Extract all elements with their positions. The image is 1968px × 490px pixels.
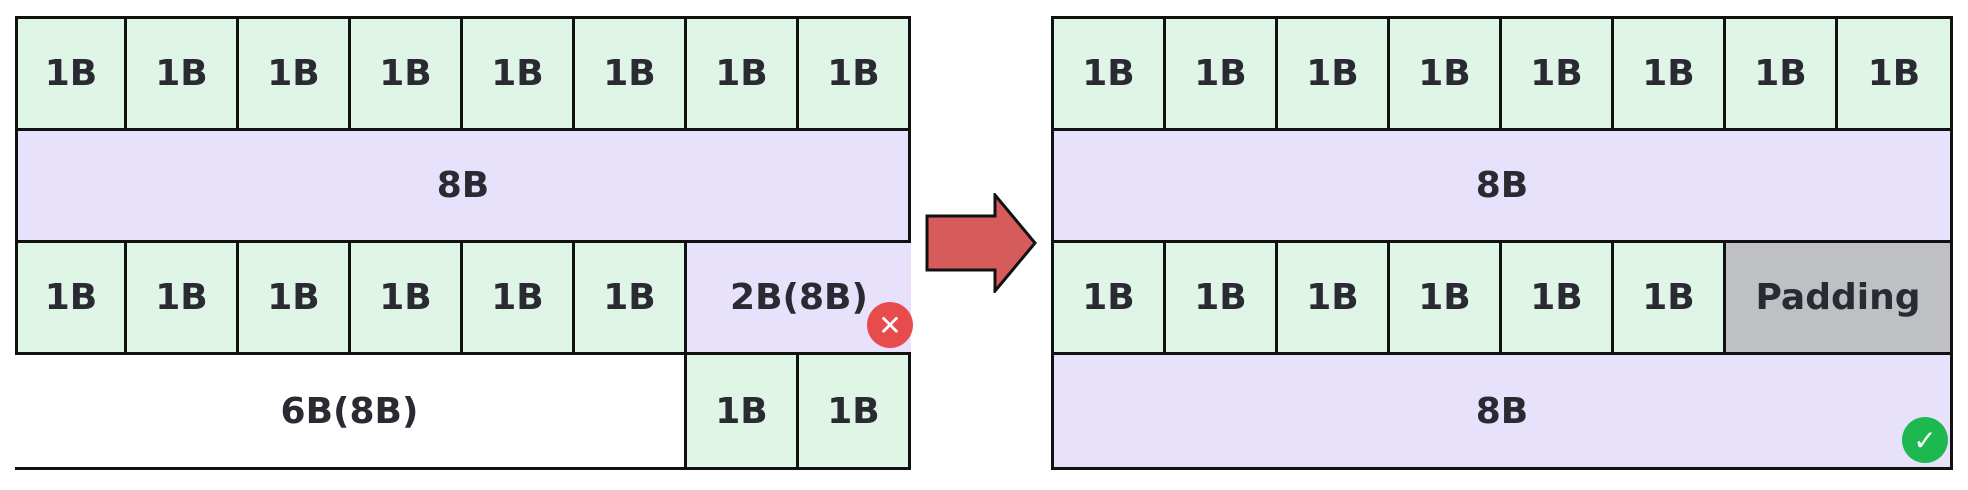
byte-cell: 1B [127,243,239,355]
byte-cell: 1B [1390,243,1502,355]
byte-cell: 1B [463,19,575,131]
byte-cell: 1B [1390,19,1502,131]
byte-cell: 1B [1726,19,1838,131]
byte-cell: 1B [127,19,239,131]
byte-cell: 1B [1278,19,1390,131]
split-word-label: 2B(8B) [730,277,868,318]
word-label: 8B [1476,391,1529,432]
byte-cell: 1B [351,243,463,355]
byte-cell: 1B [1278,243,1390,355]
word-cell: 8B [1054,131,1950,243]
word-cell: 8B ✓ [1054,355,1950,467]
aligned-layout: 1B 1B 1B 1B 1B 1B 1B 1B 8B 1B 1B 1B 1B 1… [1051,16,1953,470]
padding-cell: Padding [1726,243,1950,355]
x-icon: ✕ [867,302,913,348]
word-cell: 8B [15,131,911,243]
byte-cell: 1B [799,355,911,467]
arrow-right-icon [925,193,1037,293]
byte-cell: 1B [575,243,687,355]
split-word-cell: 2B(8B) ✕ [687,243,911,355]
byte-cell: 1B [1614,19,1726,131]
byte-cell: 1B [687,19,799,131]
byte-cell: 1B [687,355,799,467]
check-icon: ✓ [1902,417,1948,463]
byte-cell: 1B [1502,19,1614,131]
byte-cell: 1B [463,243,575,355]
misaligned-layout: 1B 1B 1B 1B 1B 1B 1B 1B 8B 1B 1B 1B 1B 1… [15,16,911,470]
byte-cell: 1B [799,19,911,131]
byte-cell: 1B [1054,19,1166,131]
byte-cell: 1B [15,19,127,131]
byte-cell: 1B [239,19,351,131]
byte-cell: 1B [351,19,463,131]
byte-cell: 1B [1502,243,1614,355]
split-word-remainder: 6B(8B) [15,355,687,467]
byte-cell: 1B [239,243,351,355]
byte-cell: 1B [1166,243,1278,355]
byte-cell: 1B [15,243,127,355]
byte-cell: 1B [1614,243,1726,355]
byte-cell: 1B [1166,19,1278,131]
byte-cell: 1B [575,19,687,131]
byte-cell: 1B [1838,19,1950,131]
byte-cell: 1B [1054,243,1166,355]
